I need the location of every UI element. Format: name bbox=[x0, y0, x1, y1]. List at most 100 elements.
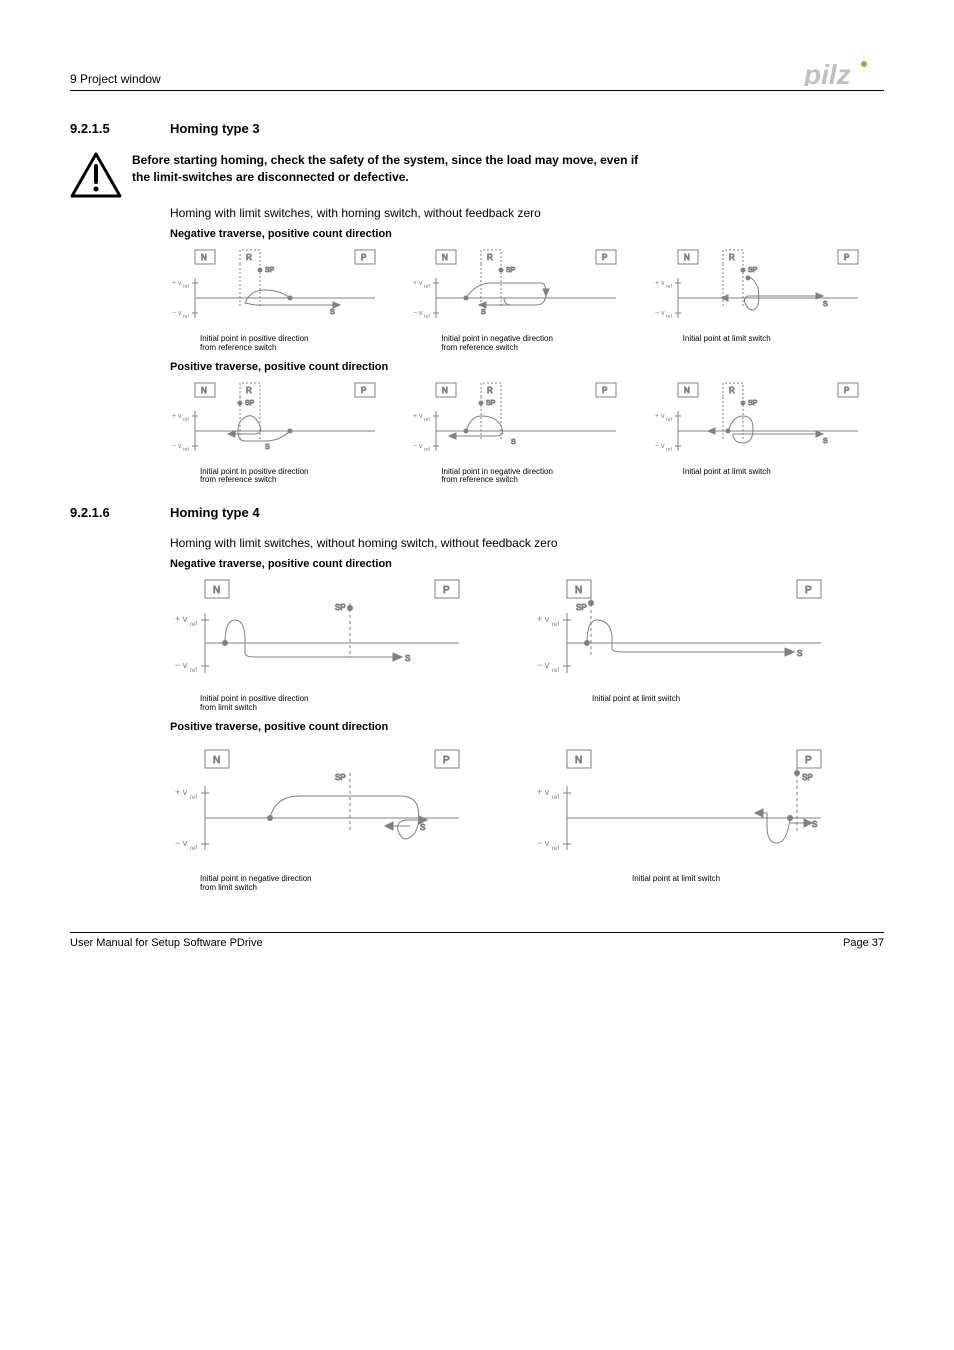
svg-text:− v: − v bbox=[537, 838, 550, 848]
svg-text:P: P bbox=[602, 386, 607, 395]
cap: Initial point at limit switch bbox=[683, 467, 771, 476]
svg-text:+ v: + v bbox=[537, 787, 550, 797]
svg-text:+ v: + v bbox=[537, 614, 550, 624]
cap: Initial point in positive direction bbox=[200, 334, 309, 343]
svg-text:S: S bbox=[511, 439, 516, 446]
svg-text:ref: ref bbox=[190, 846, 197, 852]
svg-text:+ v: + v bbox=[413, 280, 423, 287]
diagram-4-neg: N P SP S + vref − vref Initial point in … bbox=[170, 578, 884, 713]
cap: Initial point in positive direction bbox=[200, 467, 309, 476]
sec2-desc: Homing with limit switches, without homi… bbox=[170, 536, 884, 550]
svg-text:+ v: + v bbox=[175, 787, 188, 797]
section-1-title: Homing type 3 bbox=[170, 121, 260, 136]
cap: from reference switch bbox=[200, 343, 276, 352]
svg-text:S: S bbox=[265, 444, 270, 451]
svg-text:ref: ref bbox=[424, 417, 430, 423]
warning-block: Before starting homing, check the safety… bbox=[70, 152, 884, 198]
svg-text:+ v: + v bbox=[172, 280, 182, 287]
svg-text:P: P bbox=[361, 386, 366, 395]
cap: Initial point at limit switch bbox=[683, 334, 771, 343]
svg-text:− v: − v bbox=[175, 660, 188, 670]
svg-text:ref: ref bbox=[424, 284, 430, 290]
cap: Initial point in negative direction bbox=[200, 874, 312, 883]
cap: Initial point at limit switch bbox=[592, 694, 680, 703]
svg-text:SP: SP bbox=[506, 267, 516, 274]
svg-text:R: R bbox=[487, 253, 493, 262]
svg-text:N: N bbox=[684, 253, 690, 262]
pilz-logo: pilz bbox=[804, 60, 884, 86]
svg-text:ref: ref bbox=[666, 417, 672, 423]
svg-text:N: N bbox=[575, 585, 582, 596]
svg-text:− v: − v bbox=[655, 443, 665, 450]
svg-text:S: S bbox=[812, 820, 817, 829]
section-2-title: Homing type 4 bbox=[170, 505, 260, 520]
svg-text:ref: ref bbox=[183, 284, 189, 290]
diagram-3-pos: N R P SP S + vref − vref Initial p bbox=[170, 381, 884, 486]
svg-text:− v: − v bbox=[413, 310, 423, 317]
svg-text:ref: ref bbox=[190, 622, 197, 628]
chapter-label: 9 Project window bbox=[70, 72, 161, 86]
svg-text:SP: SP bbox=[748, 267, 758, 274]
svg-text:SP: SP bbox=[486, 400, 496, 407]
svg-text:SP: SP bbox=[265, 267, 275, 274]
svg-text:− v: − v bbox=[537, 660, 550, 670]
page-footer: User Manual for Setup Software PDrive Pa… bbox=[70, 932, 884, 949]
svg-text:N: N bbox=[575, 755, 582, 766]
cap: Initial point in positive direction bbox=[200, 694, 309, 703]
svg-text:+ v: + v bbox=[413, 413, 423, 420]
svg-text:ref: ref bbox=[552, 795, 559, 801]
cap: from limit switch bbox=[200, 703, 257, 712]
cap: from reference switch bbox=[441, 343, 517, 352]
svg-text:ref: ref bbox=[552, 846, 559, 852]
svg-text:SP: SP bbox=[802, 773, 813, 782]
section-2-heading: 9.2.1.6 Homing type 4 bbox=[70, 505, 884, 520]
svg-text:R: R bbox=[729, 386, 735, 395]
cap: from limit switch bbox=[200, 883, 257, 892]
svg-text:SP: SP bbox=[335, 603, 346, 612]
svg-text:− v: − v bbox=[655, 310, 665, 317]
svg-text:N: N bbox=[442, 386, 448, 395]
sub2-heading: Positive traverse, positive count direct… bbox=[170, 361, 884, 373]
cap: from reference switch bbox=[200, 475, 276, 484]
svg-text:P: P bbox=[844, 386, 849, 395]
svg-text:S: S bbox=[823, 301, 828, 308]
svg-text:ref: ref bbox=[666, 284, 672, 290]
svg-text:+ v: + v bbox=[172, 413, 182, 420]
sub1-heading-2: Negative traverse, positive count direct… bbox=[170, 558, 884, 570]
svg-text:ref: ref bbox=[190, 668, 197, 674]
svg-text:N: N bbox=[213, 755, 220, 766]
sec1-desc: Homing with limit switches, with homing … bbox=[170, 206, 884, 220]
svg-text:P: P bbox=[805, 585, 812, 596]
svg-text:SP: SP bbox=[245, 400, 255, 407]
svg-text:ref: ref bbox=[183, 447, 189, 453]
warning-line1: Before starting homing, check the safety… bbox=[132, 152, 638, 169]
svg-text:P: P bbox=[443, 585, 450, 596]
svg-text:+ v: + v bbox=[175, 614, 188, 624]
svg-text:N: N bbox=[684, 386, 690, 395]
sub1-heading: Negative traverse, positive count direct… bbox=[170, 228, 884, 240]
svg-text:SP: SP bbox=[335, 773, 346, 782]
svg-text:ref: ref bbox=[183, 417, 189, 423]
svg-text:SP: SP bbox=[748, 400, 758, 407]
cap: Initial point at limit switch bbox=[632, 874, 720, 883]
svg-text:+ v: + v bbox=[655, 413, 665, 420]
svg-text:P: P bbox=[844, 253, 849, 262]
svg-text:S: S bbox=[405, 654, 410, 663]
svg-text:N: N bbox=[213, 585, 220, 596]
section-1-heading: 9.2.1.5 Homing type 3 bbox=[70, 121, 884, 136]
svg-text:R: R bbox=[246, 253, 252, 262]
svg-text:ref: ref bbox=[666, 447, 672, 453]
svg-text:ref: ref bbox=[552, 668, 559, 674]
svg-text:S: S bbox=[797, 649, 802, 658]
section-2-num: 9.2.1.6 bbox=[70, 505, 170, 520]
svg-text:− v: − v bbox=[172, 443, 182, 450]
svg-text:− v: − v bbox=[172, 310, 182, 317]
svg-text:S: S bbox=[330, 309, 335, 316]
svg-text:P: P bbox=[361, 253, 366, 262]
svg-text:R: R bbox=[246, 386, 252, 395]
warning-line2: the limit-switches are disconnected or d… bbox=[132, 169, 638, 186]
sub2-heading-2: Positive traverse, positive count direct… bbox=[170, 721, 884, 733]
svg-text:N: N bbox=[442, 253, 448, 262]
svg-text:N: N bbox=[201, 253, 207, 262]
svg-text:− v: − v bbox=[413, 443, 423, 450]
